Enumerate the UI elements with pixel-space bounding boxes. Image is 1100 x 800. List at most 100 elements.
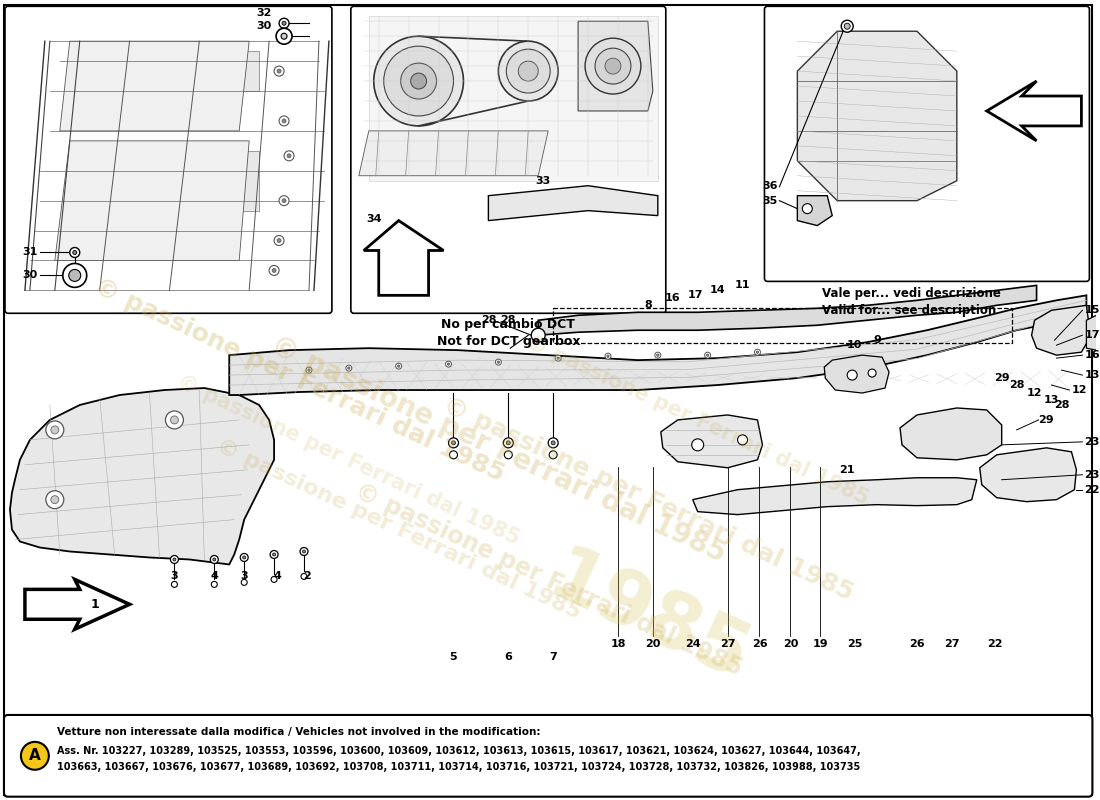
Circle shape xyxy=(282,34,287,39)
Text: 36: 36 xyxy=(762,181,778,190)
Circle shape xyxy=(165,411,184,429)
Text: 28: 28 xyxy=(500,315,516,326)
Circle shape xyxy=(270,266,279,275)
Circle shape xyxy=(497,361,499,363)
Circle shape xyxy=(21,742,48,770)
Circle shape xyxy=(557,357,559,359)
Text: 22: 22 xyxy=(987,639,1002,649)
Circle shape xyxy=(738,435,748,445)
Text: 24: 24 xyxy=(685,639,701,649)
Text: 7: 7 xyxy=(549,652,557,662)
Text: 4: 4 xyxy=(210,571,218,582)
Text: 21: 21 xyxy=(839,465,855,474)
Circle shape xyxy=(755,349,760,355)
Circle shape xyxy=(46,421,64,439)
Circle shape xyxy=(396,363,402,369)
Circle shape xyxy=(69,247,79,258)
Text: 25: 25 xyxy=(847,639,862,649)
Circle shape xyxy=(271,577,277,582)
Circle shape xyxy=(706,354,708,356)
Circle shape xyxy=(847,370,857,380)
Circle shape xyxy=(272,269,276,273)
Text: 5: 5 xyxy=(450,652,458,662)
Circle shape xyxy=(448,363,450,366)
Circle shape xyxy=(531,328,546,342)
Text: 3: 3 xyxy=(241,571,248,582)
Circle shape xyxy=(657,354,659,356)
Circle shape xyxy=(449,438,459,448)
Circle shape xyxy=(274,235,284,246)
Circle shape xyxy=(277,238,282,242)
Circle shape xyxy=(282,22,286,26)
Text: 2: 2 xyxy=(304,571,311,582)
Polygon shape xyxy=(693,478,977,514)
Polygon shape xyxy=(579,22,652,111)
Circle shape xyxy=(210,555,218,563)
Text: 28: 28 xyxy=(1055,400,1070,410)
Text: © passione per Ferrari dal 1985: © passione per Ferrari dal 1985 xyxy=(213,436,584,623)
Text: 16: 16 xyxy=(1085,350,1100,360)
Text: 4: 4 xyxy=(273,571,280,582)
Circle shape xyxy=(241,579,248,586)
Circle shape xyxy=(692,439,704,451)
Circle shape xyxy=(282,198,286,202)
Text: 20: 20 xyxy=(783,639,799,649)
Text: No per cambio DCT
Not for DCT gearbox: No per cambio DCT Not for DCT gearbox xyxy=(437,318,580,348)
Circle shape xyxy=(585,38,641,94)
Circle shape xyxy=(504,438,514,448)
Polygon shape xyxy=(488,186,658,221)
Text: 29: 29 xyxy=(1038,415,1054,425)
Circle shape xyxy=(282,119,286,123)
Circle shape xyxy=(173,558,176,561)
Text: 13: 13 xyxy=(1044,395,1059,405)
Circle shape xyxy=(504,451,513,459)
Circle shape xyxy=(306,367,312,373)
FancyBboxPatch shape xyxy=(219,51,260,91)
Circle shape xyxy=(495,359,502,365)
Text: 29: 29 xyxy=(994,373,1010,383)
Text: © passione per Ferrari dal 1985: © passione per Ferrari dal 1985 xyxy=(351,479,746,680)
Circle shape xyxy=(302,550,306,553)
Text: 23: 23 xyxy=(1085,437,1100,447)
Text: © passione per Ferrari dal 1985: © passione per Ferrari dal 1985 xyxy=(266,332,730,568)
Text: 27: 27 xyxy=(944,639,959,649)
Text: 16: 16 xyxy=(666,294,681,303)
Circle shape xyxy=(172,582,177,587)
Circle shape xyxy=(51,496,58,504)
Text: 14: 14 xyxy=(710,286,725,295)
Circle shape xyxy=(446,361,451,367)
Text: 17: 17 xyxy=(1085,330,1100,340)
Circle shape xyxy=(556,355,561,361)
Text: 30: 30 xyxy=(22,270,37,281)
Circle shape xyxy=(757,351,759,354)
Circle shape xyxy=(605,58,620,74)
Circle shape xyxy=(212,558,216,561)
Circle shape xyxy=(271,550,278,558)
Circle shape xyxy=(705,352,711,358)
Polygon shape xyxy=(59,41,250,131)
FancyBboxPatch shape xyxy=(4,6,1092,794)
Circle shape xyxy=(63,263,87,287)
FancyBboxPatch shape xyxy=(90,151,150,210)
FancyBboxPatch shape xyxy=(90,51,150,91)
FancyBboxPatch shape xyxy=(219,151,260,210)
Text: 19: 19 xyxy=(813,639,828,649)
Text: 28: 28 xyxy=(481,315,496,326)
Circle shape xyxy=(348,367,350,370)
Text: 33: 33 xyxy=(536,176,551,186)
Circle shape xyxy=(548,438,558,448)
Circle shape xyxy=(279,18,289,28)
Circle shape xyxy=(410,73,427,89)
Text: 26: 26 xyxy=(909,639,925,649)
Circle shape xyxy=(802,204,812,214)
Circle shape xyxy=(69,270,80,282)
Circle shape xyxy=(273,553,276,556)
Polygon shape xyxy=(538,286,1036,335)
Text: 103663, 103667, 103676, 103677, 103689, 103692, 103708, 103711, 103714, 103716, : 103663, 103667, 103676, 103677, 103689, … xyxy=(57,762,860,772)
Text: 11: 11 xyxy=(735,280,750,290)
Text: 31: 31 xyxy=(22,247,37,258)
Circle shape xyxy=(276,28,292,44)
Circle shape xyxy=(308,369,310,371)
Polygon shape xyxy=(798,31,957,201)
FancyBboxPatch shape xyxy=(6,6,332,314)
